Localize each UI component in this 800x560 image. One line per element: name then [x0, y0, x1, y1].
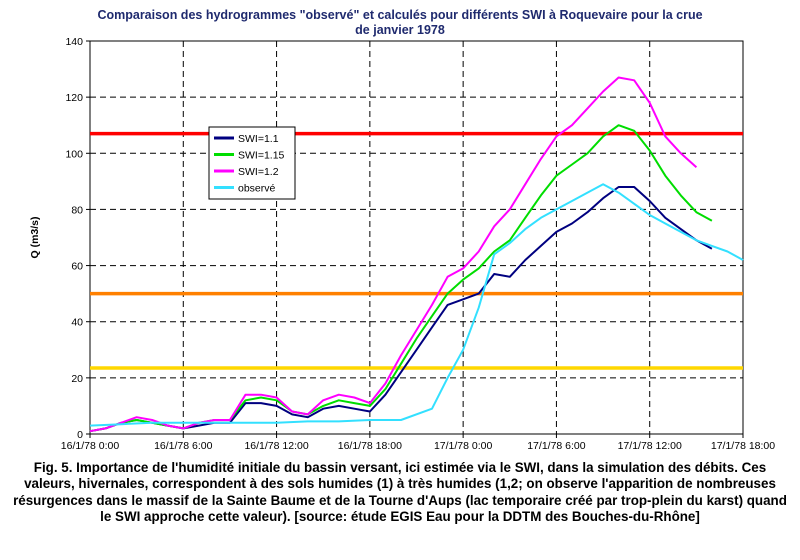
x-tick-label: 17/1/78 18:00	[711, 440, 775, 452]
y-tick-label: 100	[65, 148, 83, 160]
series-line	[89, 186, 713, 433]
x-tick-label: 16/1/78 6:00	[154, 440, 213, 452]
chart-area: Comparaison des hydrogrammes "observé" e…	[29, 8, 775, 452]
hydrograph-chart: Comparaison des hydrogrammes "observé" e…	[29, 8, 775, 452]
chart-title-line: Comparaison des hydrogrammes "observé" e…	[97, 8, 702, 22]
x-tick-label: 17/1/78 12:00	[618, 440, 682, 452]
x-tick-label: 17/1/78 0:00	[434, 440, 493, 452]
series-line	[89, 76, 698, 433]
series-line	[89, 183, 744, 427]
legend-label: SWI=1.1	[238, 133, 279, 145]
y-axis-label: Q (m3/s)	[29, 216, 41, 258]
x-tick-label: 17/1/78 6:00	[527, 440, 586, 452]
y-tick-label: 80	[71, 204, 83, 216]
y-tick-label: 120	[65, 92, 83, 104]
x-tick-label: 16/1/78 0:00	[61, 440, 120, 452]
y-tick-label: 60	[71, 261, 83, 273]
y-tick-label: 140	[65, 36, 83, 48]
legend-label: observé	[238, 183, 276, 195]
y-tick-label: 0	[77, 429, 83, 441]
x-tick-label: 16/1/78 12:00	[244, 440, 308, 452]
plot-frame	[89, 40, 744, 435]
legend-label: SWI=1.15	[238, 150, 285, 162]
y-tick-label: 20	[71, 373, 83, 385]
y-tick-label: 40	[71, 317, 83, 329]
figure-caption: Fig. 5. Importance de l'humidité initial…	[13, 460, 787, 525]
chart-title-line: de janvier 1978	[355, 23, 445, 37]
legend-label: SWI=1.2	[238, 166, 279, 178]
x-tick-label: 16/1/78 18:00	[338, 440, 402, 452]
